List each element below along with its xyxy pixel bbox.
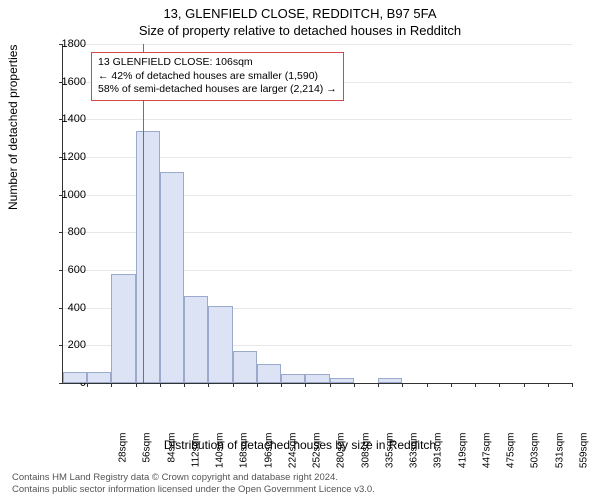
annotation-line-2: ← 42% of detached houses are smaller (1,… (98, 70, 337, 84)
ytick-label: 200 (46, 339, 86, 351)
chart-subtitle: Size of property relative to detached ho… (0, 21, 600, 38)
marker-annotation: 13 GLENFIELD CLOSE: 106sqm ← 42% of deta… (91, 52, 344, 101)
ytick-label: 1000 (46, 189, 86, 201)
xtick-label: 363sqm (409, 433, 420, 473)
xtick-mark (475, 383, 476, 387)
histogram-bar (257, 364, 281, 383)
xtick-label: 252sqm (312, 433, 323, 473)
histogram-bar (160, 172, 184, 383)
histogram-bar (111, 274, 135, 383)
histogram-bar (330, 378, 354, 383)
xtick-label: 391sqm (433, 433, 444, 473)
xtick-mark (160, 383, 161, 387)
xtick-mark (330, 383, 331, 387)
histogram-bar (208, 306, 232, 383)
xtick-label: 168sqm (239, 433, 250, 473)
xtick-mark (499, 383, 500, 387)
xtick-label: 503sqm (530, 433, 541, 473)
xtick-label: 447sqm (481, 433, 492, 473)
xtick-label: 140sqm (215, 433, 226, 473)
histogram-bar (87, 372, 111, 383)
histogram-bar (136, 131, 160, 383)
histogram-chart: 13 GLENFIELD CLOSE: 106sqm ← 42% of deta… (62, 44, 572, 384)
xtick-mark (354, 383, 355, 387)
footer-line-1: Contains HM Land Registry data © Crown c… (12, 472, 375, 484)
xtick-label: 308sqm (360, 433, 371, 473)
xtick-label: 112sqm (190, 433, 201, 473)
ytick-label: 1800 (46, 38, 86, 50)
xtick-mark (572, 383, 573, 387)
annotation-line-1: 13 GLENFIELD CLOSE: 106sqm (98, 56, 337, 70)
ytick-label: 400 (46, 302, 86, 314)
address-title: 13, GLENFIELD CLOSE, REDDITCH, B97 5FA (0, 0, 600, 21)
ytick-label: 800 (46, 226, 86, 238)
footer-line-2: Contains public sector information licen… (12, 484, 375, 496)
histogram-bar (281, 374, 305, 383)
xtick-mark (305, 383, 306, 387)
xtick-label: 56sqm (142, 433, 153, 473)
xtick-label: 419sqm (457, 433, 468, 473)
histogram-bar (184, 296, 208, 383)
histogram-bar (233, 351, 257, 383)
xtick-label: 559sqm (578, 433, 589, 473)
xtick-mark (451, 383, 452, 387)
xtick-mark (402, 383, 403, 387)
xtick-mark (548, 383, 549, 387)
xtick-mark (111, 383, 112, 387)
annotation-line-3: 58% of semi-detached houses are larger (… (98, 83, 337, 97)
xtick-label: 196sqm (263, 433, 274, 473)
xtick-mark (427, 383, 428, 387)
histogram-bar (378, 378, 402, 383)
ytick-label: 600 (46, 264, 86, 276)
y-axis-label: Number of detached properties (6, 45, 20, 210)
xtick-mark (208, 383, 209, 387)
xtick-mark (233, 383, 234, 387)
histogram-bar (63, 372, 87, 383)
footer-attribution: Contains HM Land Registry data © Crown c… (12, 472, 375, 496)
xtick-mark (257, 383, 258, 387)
xtick-mark (524, 383, 525, 387)
xtick-label: 335sqm (384, 433, 395, 473)
ytick-label: 1600 (46, 76, 86, 88)
xtick-mark (136, 383, 137, 387)
xtick-label: 84sqm (166, 433, 177, 473)
ytick-label: 1200 (46, 151, 86, 163)
gridline (63, 119, 572, 120)
xtick-mark (87, 383, 88, 387)
xtick-label: 475sqm (506, 433, 517, 473)
xtick-mark (281, 383, 282, 387)
xtick-label: 280sqm (336, 433, 347, 473)
gridline (63, 44, 572, 45)
xtick-label: 531sqm (554, 433, 565, 473)
xtick-label: 224sqm (287, 433, 298, 473)
xtick-mark (184, 383, 185, 387)
histogram-bar (305, 374, 329, 383)
ytick-label: 1400 (46, 113, 86, 125)
xtick-mark (378, 383, 379, 387)
xtick-label: 28sqm (118, 433, 129, 473)
